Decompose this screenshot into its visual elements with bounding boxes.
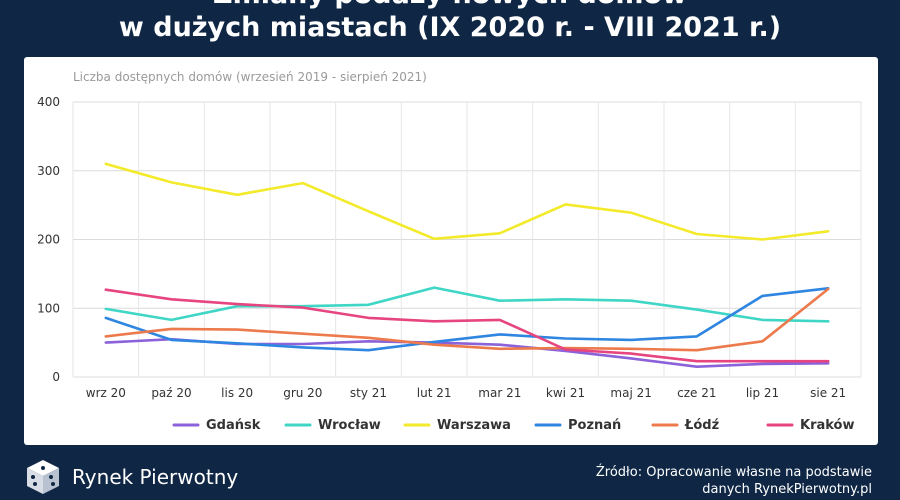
series-line-poznań <box>104 287 830 352</box>
series-line-kraków <box>104 288 830 363</box>
x-tick-label: cze 21 <box>677 386 716 400</box>
y-tick-label: 100 <box>37 301 60 315</box>
legend-label: Warszawa <box>437 418 511 433</box>
x-tick-label: lip 21 <box>746 386 779 400</box>
chart-title-line-2: w dużych miastach (IX 2020 r. - VIII 202… <box>118 12 782 43</box>
chart-title-line-1: Zmiany podaży nowych domów <box>0 0 900 11</box>
series-line-wrocław <box>104 286 830 323</box>
legend-label: Kraków <box>800 418 855 433</box>
x-tick-label: paź 20 <box>151 386 191 400</box>
y-tick-label: 0 <box>52 370 60 384</box>
series-line-warszawa <box>104 162 830 241</box>
brand-name: Rynek Pierwotny <box>72 465 239 489</box>
chart-subtitle: Liczba dostępnych domów (wrzesień 2019 -… <box>73 70 427 84</box>
x-tick-label: wrz 20 <box>86 386 126 400</box>
line-chart: Liczba dostępnych domów (wrzesień 2019 -… <box>37 70 862 433</box>
x-tick-label: kwi 21 <box>546 386 585 400</box>
brand-logo: Rynek Pierwotny <box>24 458 238 496</box>
legend-label: Wrocław <box>318 418 381 433</box>
x-tick-label: sie 21 <box>810 386 846 400</box>
legend-label: Gdańsk <box>206 418 261 433</box>
cube-logo-icon <box>27 460 59 494</box>
legend-label: Poznań <box>568 418 621 433</box>
x-tick-label: maj 21 <box>610 386 651 400</box>
y-tick-label: 400 <box>37 95 60 109</box>
source-line-1: Źródło: Opracowanie własne na podstawie <box>595 465 872 480</box>
series-line-łódź <box>104 287 830 352</box>
x-tick-label: lut 21 <box>417 386 452 400</box>
chart-title: Zmiany podaży nowych domów w dużych mias… <box>0 0 900 44</box>
x-tick-label: gru 20 <box>283 386 322 400</box>
y-tick-label: 300 <box>37 164 60 178</box>
x-tick-label: mar 21 <box>478 386 521 400</box>
x-tick-label: sty 21 <box>350 386 387 400</box>
legend-label: Łódź <box>684 418 719 433</box>
chart-panel: Liczba dostępnych domów (wrzesień 2019 -… <box>24 57 878 445</box>
source-note: Źródło: Opracowanie własne na podstawie … <box>596 464 872 498</box>
x-tick-label: lis 20 <box>221 386 253 400</box>
source-line-2: danych RynekPierwotny.pl <box>702 482 872 497</box>
y-tick-label: 200 <box>37 233 60 247</box>
